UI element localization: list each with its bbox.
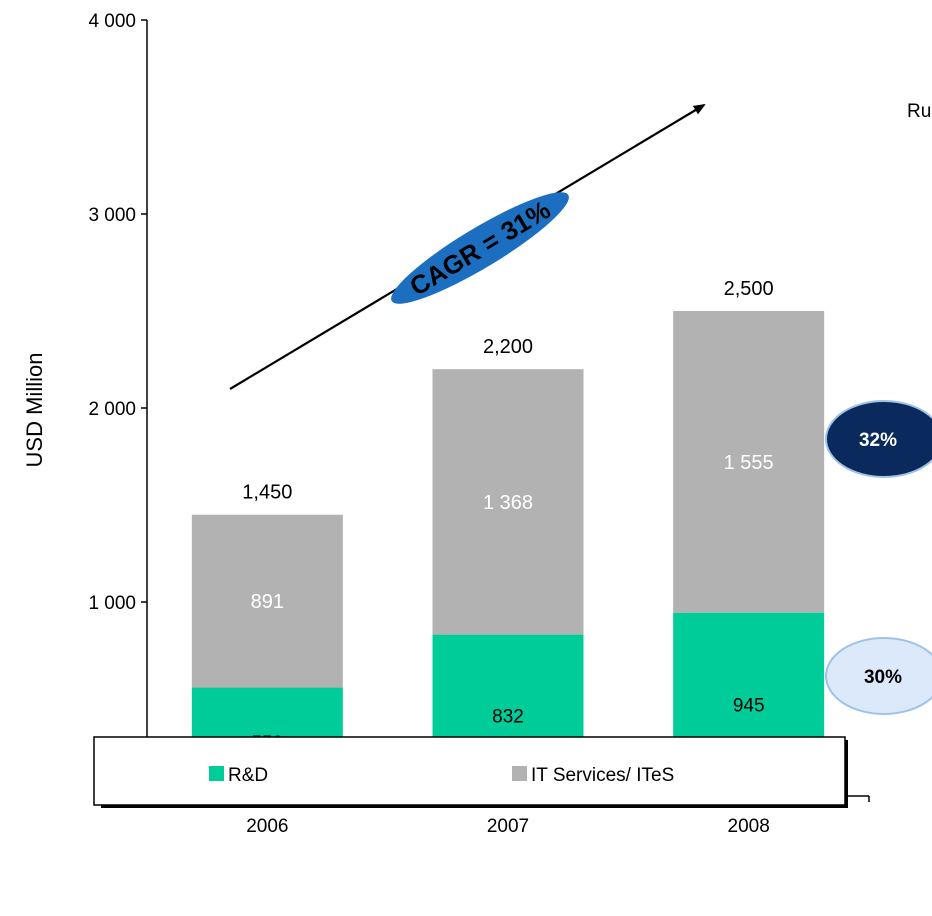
total-label: 2,500 (724, 278, 774, 300)
badge-rnd-label: 30% (864, 667, 902, 688)
y-tick-label: 4 000 (88, 11, 136, 32)
y-axis-title: USD Million (22, 353, 47, 468)
data-label-it-services: 1 368 (483, 492, 533, 514)
data-label-rnd: 945 (733, 695, 765, 716)
cagr-ellipse (391, 192, 569, 304)
data-label-it-services: 891 (251, 591, 284, 613)
legend-label-it-services: IT Services/ ITeS (531, 765, 674, 786)
badge-rnd: 30% (825, 637, 932, 715)
badge-rnd-shape (825, 637, 932, 715)
total-label: 2,200 (483, 336, 533, 358)
data-label-rnd: 832 (492, 706, 524, 727)
legend-swatch-it-services (512, 766, 527, 781)
legend-label-rnd: R&D (228, 765, 268, 786)
total-label: 1,450 (242, 482, 292, 504)
cut-off-text: Ru (907, 101, 931, 122)
legend-swatch-rnd (209, 766, 224, 781)
badge-it-services-label: 32% (859, 430, 897, 451)
y-tick-label: 3 000 (88, 205, 136, 226)
bar-segment-it-services (191, 514, 343, 688)
cagr-annotation: CAGR = 31% (229, 103, 706, 390)
bar-segment-it-services (673, 311, 825, 613)
x-tick-label: 2006 (246, 816, 288, 837)
legend: R&D IT Services/ ITeS (93, 736, 848, 808)
y-tick-label: 1 000 (88, 593, 136, 614)
x-tick-label: 2008 (728, 816, 770, 837)
cagr-label: CAGR = 31% (404, 194, 555, 301)
x-tick-label: 2007 (487, 816, 529, 837)
y-tick-label: 2 000 (88, 399, 136, 420)
bar-segment-it-services (432, 369, 584, 635)
legend-box (93, 736, 846, 806)
badge-it-services: 32% (825, 400, 932, 478)
badge-it-services-shape (825, 400, 932, 478)
data-label-it-services: 1 555 (724, 452, 774, 474)
